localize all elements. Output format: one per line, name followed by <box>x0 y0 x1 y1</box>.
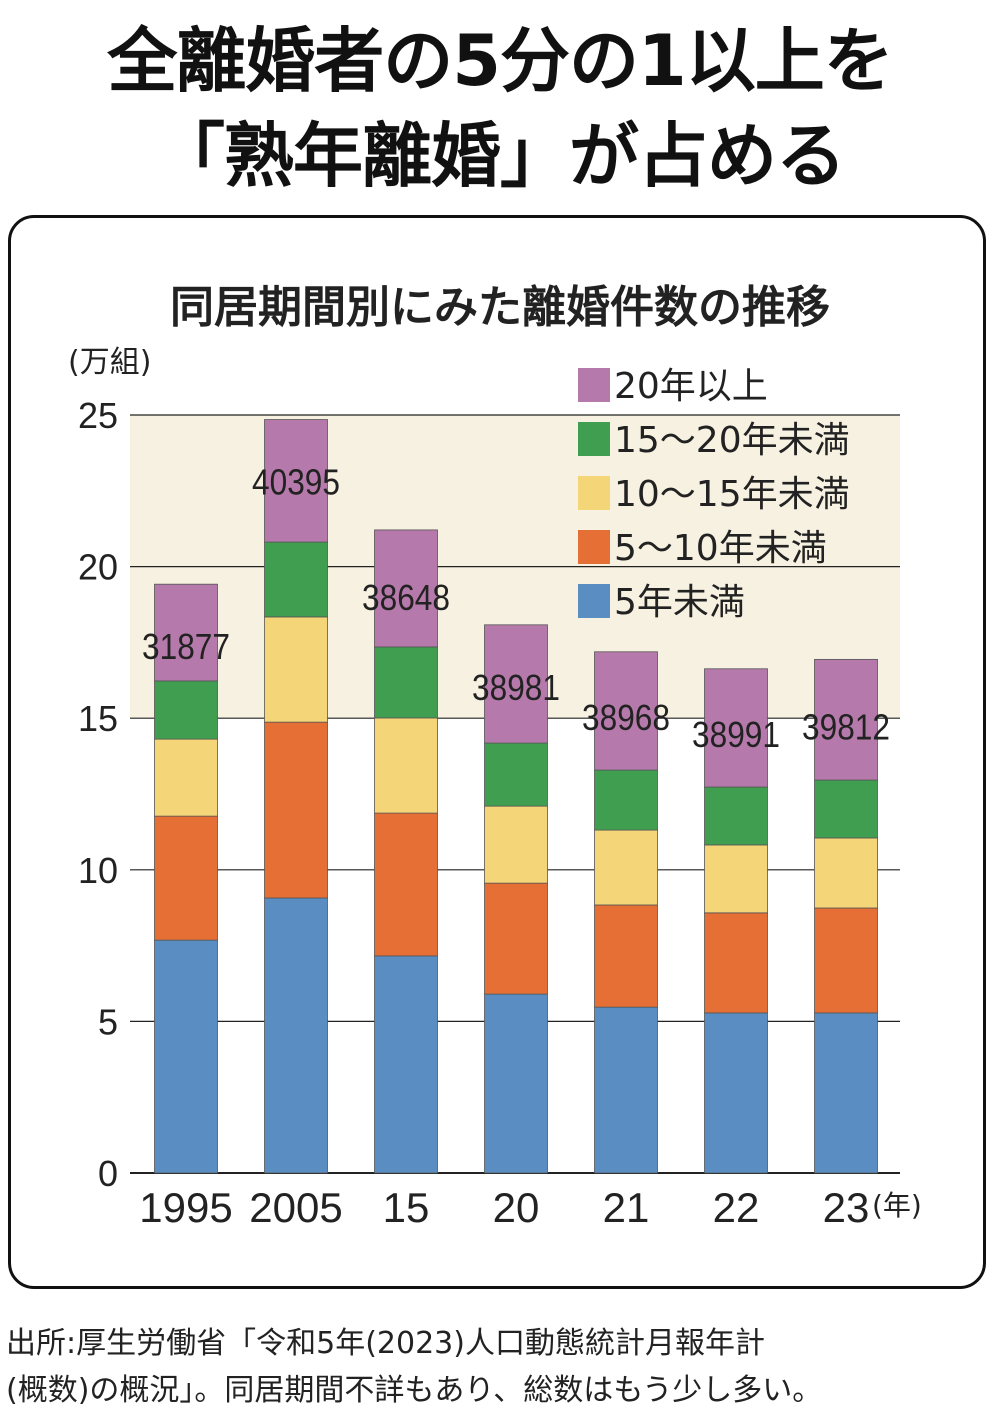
data-label: 38968 <box>582 697 670 738</box>
bar-segment <box>814 907 878 1014</box>
bar-segment <box>704 786 768 846</box>
legend-swatch <box>578 530 610 564</box>
bar-segment <box>154 680 218 740</box>
data-label: 40395 <box>252 462 340 503</box>
headline-line-2: 「熟年離婚」が占める <box>155 115 846 197</box>
x-tick-label: 21 <box>603 1184 650 1231</box>
bar-segment <box>374 646 438 719</box>
x-tick-label: 2005 <box>249 1184 342 1231</box>
legend-label: 20年以上 <box>614 366 768 407</box>
x-tick-label: 15 <box>383 1184 430 1231</box>
bar-segment <box>374 529 438 648</box>
bar-segment <box>704 668 768 788</box>
bar-segment <box>814 658 878 781</box>
bar-segment <box>264 897 328 1174</box>
bar-segment <box>154 939 218 1174</box>
bar-segment <box>484 805 548 884</box>
legend-swatch <box>578 368 610 402</box>
y-tick-label: 10 <box>78 850 118 891</box>
bar-segment <box>484 882 548 995</box>
chart-title: 同居期間別にみた離婚件数の推移 <box>170 282 830 333</box>
x-axis-unit: (年) <box>872 1189 922 1222</box>
bar-segment <box>154 738 218 817</box>
legend-label: 5〜10年未満 <box>614 528 827 569</box>
data-label: 38648 <box>362 577 450 618</box>
bar-segment <box>264 721 328 899</box>
legend-swatch <box>578 422 610 456</box>
bar-segment <box>154 583 218 682</box>
x-tick-label: 20 <box>493 1184 540 1231</box>
bar-segment <box>484 993 548 1174</box>
y-tick-label: 5 <box>98 1001 118 1042</box>
bar-segment <box>814 837 878 909</box>
bar-segment <box>374 717 438 814</box>
bar-segment <box>594 651 658 771</box>
bar-segment <box>594 769 658 831</box>
bar-segment <box>264 616 328 723</box>
legend-label: 10〜15年未満 <box>614 474 850 515</box>
bar-segment <box>594 1006 658 1174</box>
legend-swatch <box>578 584 610 618</box>
bar-segment <box>374 812 438 957</box>
y-tick-label: 25 <box>78 395 118 436</box>
bar-segment <box>154 815 218 941</box>
bar-segment <box>484 624 548 744</box>
bar-segment <box>594 904 658 1008</box>
headline-line-1: 全離婚者の5分の1以上を <box>107 20 893 102</box>
source-note-line-1: 出所:厚生労働省「令和5年(2023)人口動態統計月報年計 <box>6 1326 765 1361</box>
data-label: 31877 <box>142 626 230 667</box>
bar-segment <box>484 742 548 807</box>
bar-segment <box>814 779 878 839</box>
bar-segment <box>264 541 328 618</box>
x-tick-label: 1995 <box>139 1184 232 1231</box>
bar-segment <box>374 955 438 1174</box>
y-tick-label: 15 <box>78 698 118 739</box>
bar-segment <box>594 829 658 906</box>
x-tick-label: 22 <box>713 1184 760 1231</box>
data-label: 38991 <box>692 714 780 755</box>
legend-label: 5年未満 <box>614 582 745 623</box>
bar-segment <box>814 1012 878 1174</box>
data-label: 39812 <box>802 706 890 747</box>
y-axis-unit: (万組) <box>68 345 151 380</box>
y-tick-label: 20 <box>78 547 118 588</box>
bar-segment <box>704 912 768 1014</box>
data-label: 38981 <box>472 667 560 708</box>
bar-segment <box>704 1012 768 1174</box>
bar-segment <box>704 844 768 914</box>
y-tick-label: 0 <box>98 1153 118 1194</box>
source-note-line-2: (概数)の概況」。同居期間不詳もあり、総数はもう少し多い。 <box>6 1373 823 1408</box>
legend-swatch <box>578 476 610 510</box>
chart-frame <box>8 215 986 1289</box>
background-band <box>130 415 900 567</box>
bar-segment <box>264 419 328 543</box>
stacked-bar-chart: 同居期間別にみた離婚件数の推移 (万組) 0 5 10 15 20 25 31877 1995 40… <box>68 282 922 1231</box>
legend-label: 15〜20年未満 <box>614 420 850 461</box>
x-tick-label: 23 <box>823 1184 870 1231</box>
